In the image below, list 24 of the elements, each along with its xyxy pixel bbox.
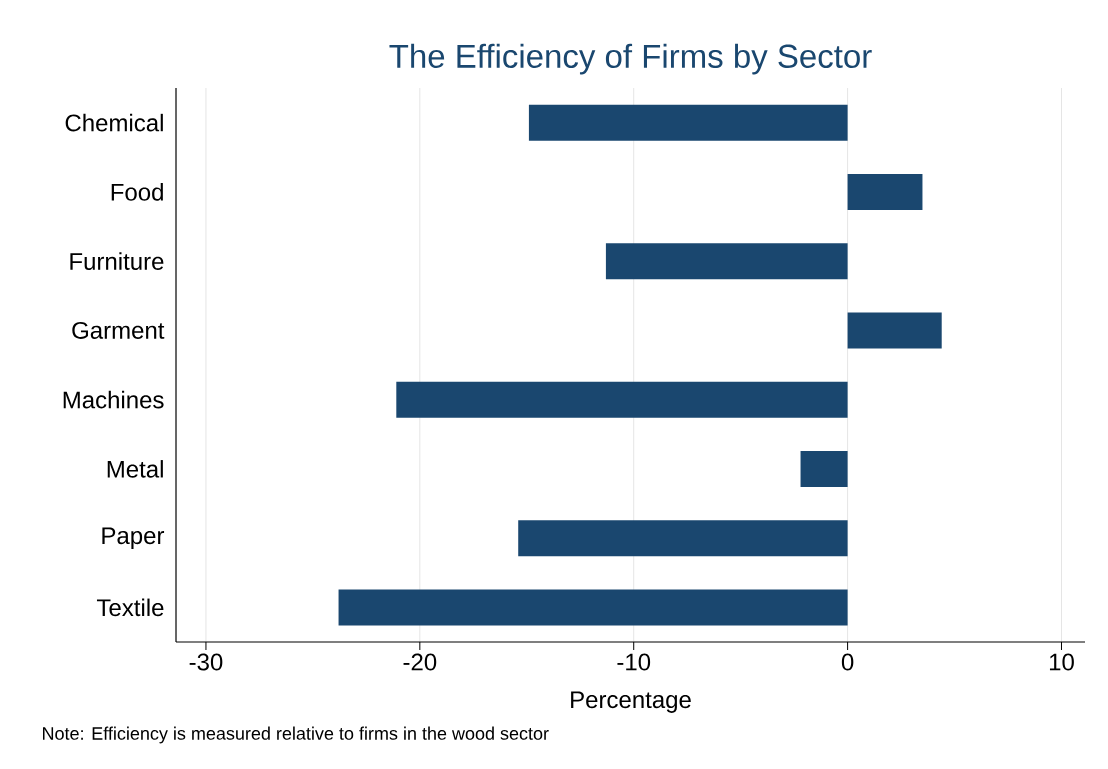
- y-tick-label: Food: [111, 183, 163, 201]
- y-tick-label: Textile: [96, 598, 164, 617]
- y-tick-label: Machines: [63, 390, 164, 409]
- x-axis-title: Percentage: [571, 691, 691, 713]
- y-tick-label: Paper: [102, 527, 165, 549]
- x-tick-label: 10: [1049, 653, 1074, 671]
- x-tick-label: -20: [403, 653, 437, 671]
- bar: [605, 243, 848, 280]
- y-tick-label: Garment: [72, 321, 165, 339]
- y-tick-label: Metal: [107, 460, 163, 478]
- bar: [847, 173, 923, 210]
- bar: [338, 589, 848, 626]
- x-tick-label: -10: [617, 653, 651, 671]
- bar: [528, 104, 848, 141]
- x-tick-label: -30: [189, 653, 223, 671]
- bar: [396, 381, 848, 418]
- chart-title: The Efficiency of Firms by Sector: [389, 43, 872, 75]
- x-tick-label: 0: [841, 653, 854, 671]
- bar: [847, 312, 942, 349]
- y-tick-label: Chemical: [65, 113, 163, 132]
- y-tick-label: Furniture: [70, 252, 164, 270]
- bar: [518, 520, 848, 557]
- text: Note: Efficiency is measured relative to firms in the wood sector: [43, 726, 549, 744]
- bar: [800, 450, 848, 487]
